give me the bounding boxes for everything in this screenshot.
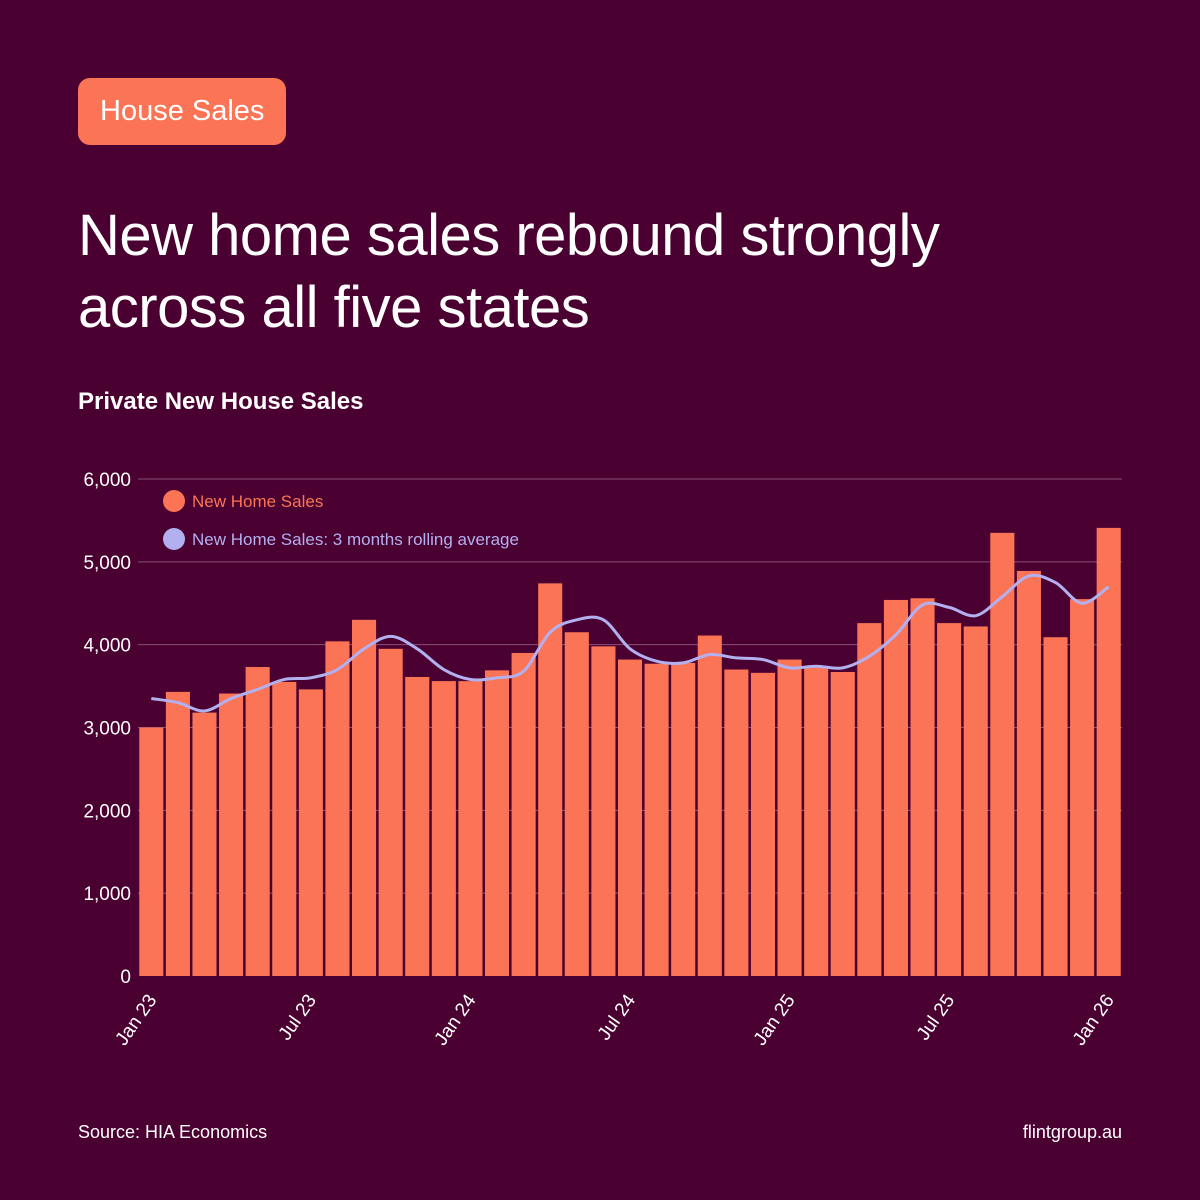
title-line-2: across all five states <box>78 275 590 340</box>
bar-14 <box>511 652 536 976</box>
bar-2 <box>192 712 217 976</box>
x-tick-label: Jan 24 <box>431 990 481 1049</box>
y-tick-label: 5,000 <box>83 553 131 574</box>
chart: 0 1,000 2,000 3,000 4,000 5,000 6,000 Jan 23 Jul… <box>83 470 1122 1050</box>
bar-19 <box>644 663 669 976</box>
y-tick-label: 3,000 <box>83 719 131 740</box>
x-tick-label: Jul 24 <box>594 990 641 1044</box>
rolling-average-line <box>151 573 1110 713</box>
bar-35 <box>1070 599 1095 976</box>
bar-25 <box>804 666 829 976</box>
x-tick-label: Jan 25 <box>750 991 800 1050</box>
bar-33 <box>1016 570 1041 976</box>
bar-21 <box>697 635 722 976</box>
bar-24 <box>777 659 802 976</box>
bar-22 <box>724 669 749 976</box>
x-tick-label: Jul 25 <box>913 991 959 1045</box>
bar-26 <box>830 672 855 976</box>
site-link[interactable]: flintgroup.au <box>1022 1122 1122 1142</box>
bar-7 <box>325 641 350 976</box>
bar-32 <box>990 532 1015 976</box>
bar-13 <box>484 670 510 976</box>
category-tag: House Sales <box>78 78 287 145</box>
bar-31 <box>963 626 988 976</box>
bar-34 <box>1043 637 1068 976</box>
y-tick-label: 0 <box>120 967 131 988</box>
bar-36 <box>1096 527 1121 976</box>
legend-label-1: New Home Sales: 3 months rolling average <box>192 530 519 549</box>
bar-6 <box>298 689 323 976</box>
bar-30 <box>937 623 962 976</box>
bar-17 <box>591 646 616 976</box>
bar-8 <box>352 619 377 976</box>
bar-9 <box>378 648 403 976</box>
x-tick-label: Jan 23 <box>111 991 161 1050</box>
bar-16 <box>564 632 589 976</box>
y-tick-label: 1,000 <box>83 884 131 905</box>
bar-15 <box>538 583 563 976</box>
bar-20 <box>671 662 696 976</box>
bar-10 <box>405 676 430 976</box>
bar-3 <box>219 693 244 976</box>
bar-4 <box>245 667 270 976</box>
y-tick-label: 6,000 <box>83 470 131 491</box>
bar-29 <box>910 598 935 976</box>
legend-marker-1 <box>163 528 185 550</box>
y-tick-label: 4,000 <box>83 636 131 657</box>
bar-27 <box>857 623 882 976</box>
bar-5 <box>272 681 297 976</box>
chart-subtitle: Private New House Sales <box>78 388 364 415</box>
title-line-1: New home sales rebound strongly <box>78 203 940 268</box>
bar-1 <box>165 691 190 976</box>
bar-12 <box>458 681 483 976</box>
source-note: Source: HIA Economics <box>78 1122 268 1142</box>
bar-18 <box>617 659 643 976</box>
page-title: New home sales rebound strongly across a… <box>78 200 1138 344</box>
legend-marker-0 <box>163 490 185 512</box>
bar-23 <box>750 672 776 976</box>
x-tick-label: Jul 23 <box>275 991 321 1045</box>
bar-28 <box>883 599 908 976</box>
bar-11 <box>431 681 456 976</box>
x-tick-label: Jan 26 <box>1069 991 1119 1050</box>
legend-label-0: New Home Sales <box>192 492 323 511</box>
bar-0 <box>139 727 164 976</box>
y-tick-label: 2,000 <box>83 801 131 822</box>
